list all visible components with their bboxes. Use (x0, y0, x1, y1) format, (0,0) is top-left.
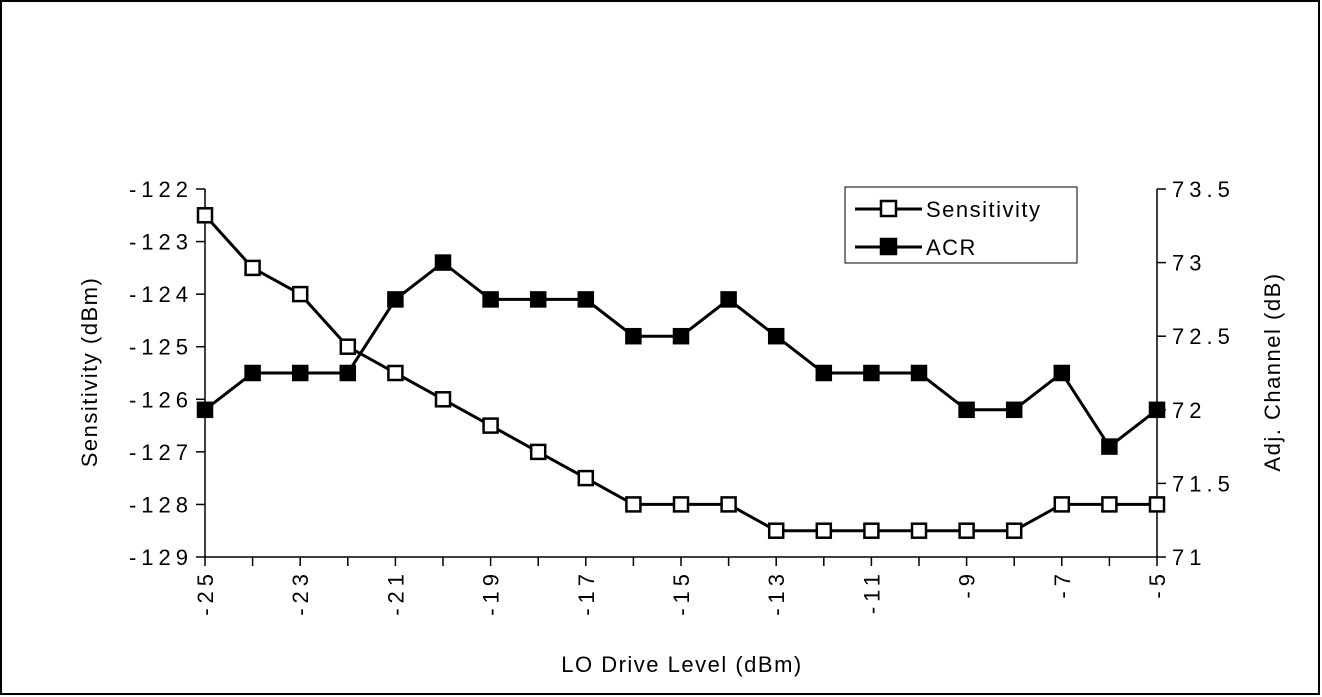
x-tick-label: -25 (193, 569, 218, 616)
y-tick-label: -129 (129, 545, 193, 570)
data-point-sensitivity (1101, 496, 1118, 513)
data-point-acr (196, 401, 214, 419)
axes (196, 188, 1166, 566)
data-point-acr (672, 327, 690, 345)
data-point-sensitivity (434, 391, 452, 408)
data-point-acr (387, 291, 404, 308)
y2-tick-label: 71.5 (1172, 471, 1235, 496)
y2-tick-label: 72.5 (1172, 324, 1235, 349)
data-point-acr (339, 364, 357, 382)
x-tick-label: -21 (383, 569, 408, 616)
data-point-sensitivity (339, 338, 357, 355)
data-point-acr (244, 364, 261, 382)
data-point-sensitivity (1148, 496, 1166, 513)
tick-labels: -122 -123 -124 -125 -126 -127 -128 -129 73.5 73 72… (129, 177, 1235, 616)
data-point-sensitivity (387, 364, 404, 382)
legend-marker-acr (879, 237, 898, 256)
data-point-acr (1005, 401, 1023, 419)
y2-axis-title: Adj. Channel (dB) (1260, 272, 1285, 471)
data-point-acr (1148, 401, 1166, 419)
x-tick-label: -15 (669, 569, 694, 616)
data-point-acr (815, 364, 833, 382)
data-point-acr (767, 327, 785, 345)
y-tick-label: -126 (129, 387, 193, 412)
y2-tick-label: 72 (1172, 398, 1206, 423)
data-point-sensitivity (625, 496, 642, 513)
data-point-sensitivity (815, 522, 833, 539)
y2-tick-label: 73 (1172, 251, 1206, 276)
y2-tick-label: 71 (1172, 545, 1206, 570)
data-point-acr (1053, 364, 1071, 382)
data-point-acr (482, 291, 499, 308)
x-tick-label: -23 (288, 569, 313, 616)
data-point-sensitivity (672, 496, 690, 513)
data-point-sensitivity (720, 496, 737, 513)
y-tick-label: -123 (129, 230, 193, 255)
data-point-sensitivity (196, 207, 214, 224)
legend-label-acr: ACR (926, 235, 977, 260)
series-acr (196, 254, 1166, 455)
data-point-sensitivity (1053, 496, 1071, 513)
data-point-sensitivity (958, 522, 975, 539)
data-point-acr (958, 401, 975, 419)
data-point-sensitivity (529, 443, 547, 461)
data-point-sensitivity (244, 259, 261, 277)
x-tick-label: -19 (479, 569, 504, 616)
data-point-acr (720, 291, 737, 308)
legend-label-sensitivity: Sensitivity (926, 197, 1042, 222)
series-sensitivity (196, 207, 1166, 539)
y-axis-title: Sensitivity (dBm) (77, 277, 102, 468)
x-tick-label: -17 (574, 569, 599, 616)
data-point-acr (1101, 438, 1118, 455)
data-point-sensitivity (767, 522, 785, 539)
x-axis-title: LO Drive Level (dBm) (561, 652, 803, 677)
data-point-acr (529, 291, 547, 308)
x-tick-label: -13 (764, 569, 789, 616)
y-tick-label: -128 (129, 492, 193, 517)
data-point-acr (291, 364, 309, 382)
data-point-acr (910, 364, 928, 382)
x-tick-label: -11 (859, 569, 884, 614)
legend: Sensitivity ACR (844, 186, 1078, 264)
data-point-sensitivity (1005, 522, 1023, 539)
data-point-acr (577, 291, 595, 308)
y-tick-label: -127 (129, 440, 193, 465)
y-tick-label: -124 (129, 282, 193, 307)
data-point-sensitivity (577, 469, 595, 487)
y-tick-label: -122 (129, 177, 193, 202)
data-point-acr (863, 364, 880, 382)
data-point-acr (434, 254, 452, 271)
x-tick-label: -5 (1145, 569, 1170, 599)
x-tick-label: -7 (1050, 569, 1075, 599)
data-point-sensitivity (910, 522, 928, 539)
y-tick-label: -125 (129, 335, 193, 360)
data-point-sensitivity (291, 285, 309, 303)
data-point-sensitivity (482, 417, 499, 434)
data-point-acr (625, 327, 642, 345)
legend-marker-sensitivity (879, 199, 898, 218)
data-point-sensitivity (863, 522, 880, 539)
x-tick-label: -9 (955, 569, 980, 599)
y2-tick-label: 73.5 (1172, 177, 1235, 202)
